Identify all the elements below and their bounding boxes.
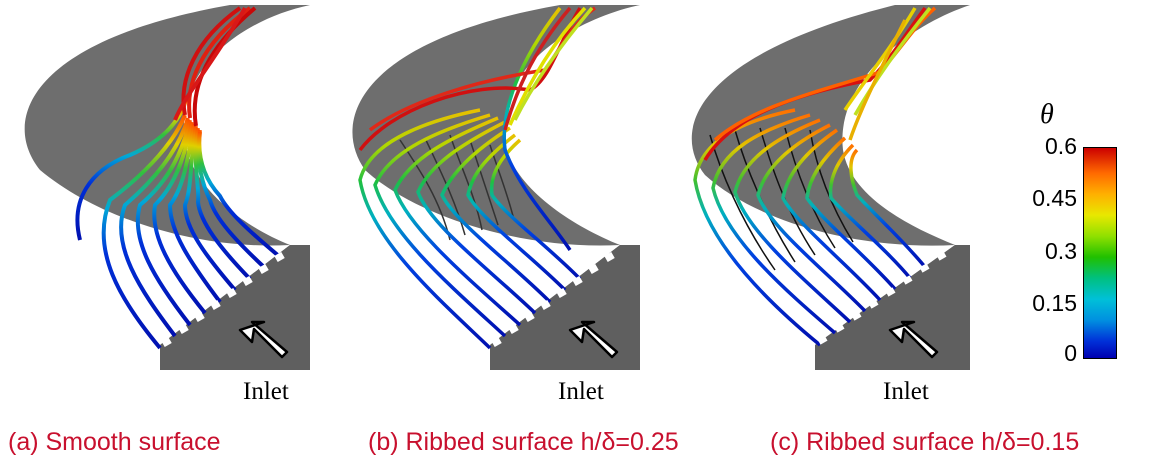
inlet-stripes — [491, 251, 615, 348]
inlet-block — [815, 245, 970, 370]
inlet-label: Inlet — [243, 378, 289, 405]
streamlines — [75, 6, 282, 350]
colorbar-tick: 0 — [1064, 340, 1077, 366]
colorbar-tick: 0.15 — [1032, 290, 1077, 316]
colorbar-symbol: θ — [1040, 99, 1054, 130]
panel-c-figure — [691, 5, 970, 370]
colorbar — [1083, 147, 1117, 359]
inlet-stripes — [817, 251, 947, 345]
panel-b-figure — [352, 5, 640, 370]
flow-arrow-icon — [888, 320, 939, 359]
panel-b: Inlet — [330, 0, 660, 405]
colorbar-tick: 0.45 — [1032, 185, 1077, 211]
flow-arrow-icon — [568, 320, 619, 359]
caption-a: (a) Smooth surface — [8, 428, 221, 456]
duct-surface — [352, 5, 640, 370]
colorbar-tick: 0.3 — [1045, 238, 1077, 264]
streamlines — [693, 6, 937, 347]
inlet-label: Inlet — [883, 378, 929, 405]
inlet-stripes — [161, 251, 285, 348]
caption-c: (c) Ribbed surface h/δ=0.15 — [770, 428, 1080, 456]
panel-a: Inlet — [0, 0, 330, 405]
rib-lines — [399, 134, 515, 241]
inlet-label: Inlet — [558, 378, 604, 405]
panel-c: Inlet — [665, 0, 995, 405]
colorbar-tick: 0.6 — [1045, 133, 1077, 159]
streamlines — [358, 6, 596, 350]
panel-a-figure — [24, 5, 310, 370]
flow-arrow-icon — [238, 320, 289, 359]
caption-b: (b) Ribbed surface h/δ=0.25 — [368, 428, 679, 456]
